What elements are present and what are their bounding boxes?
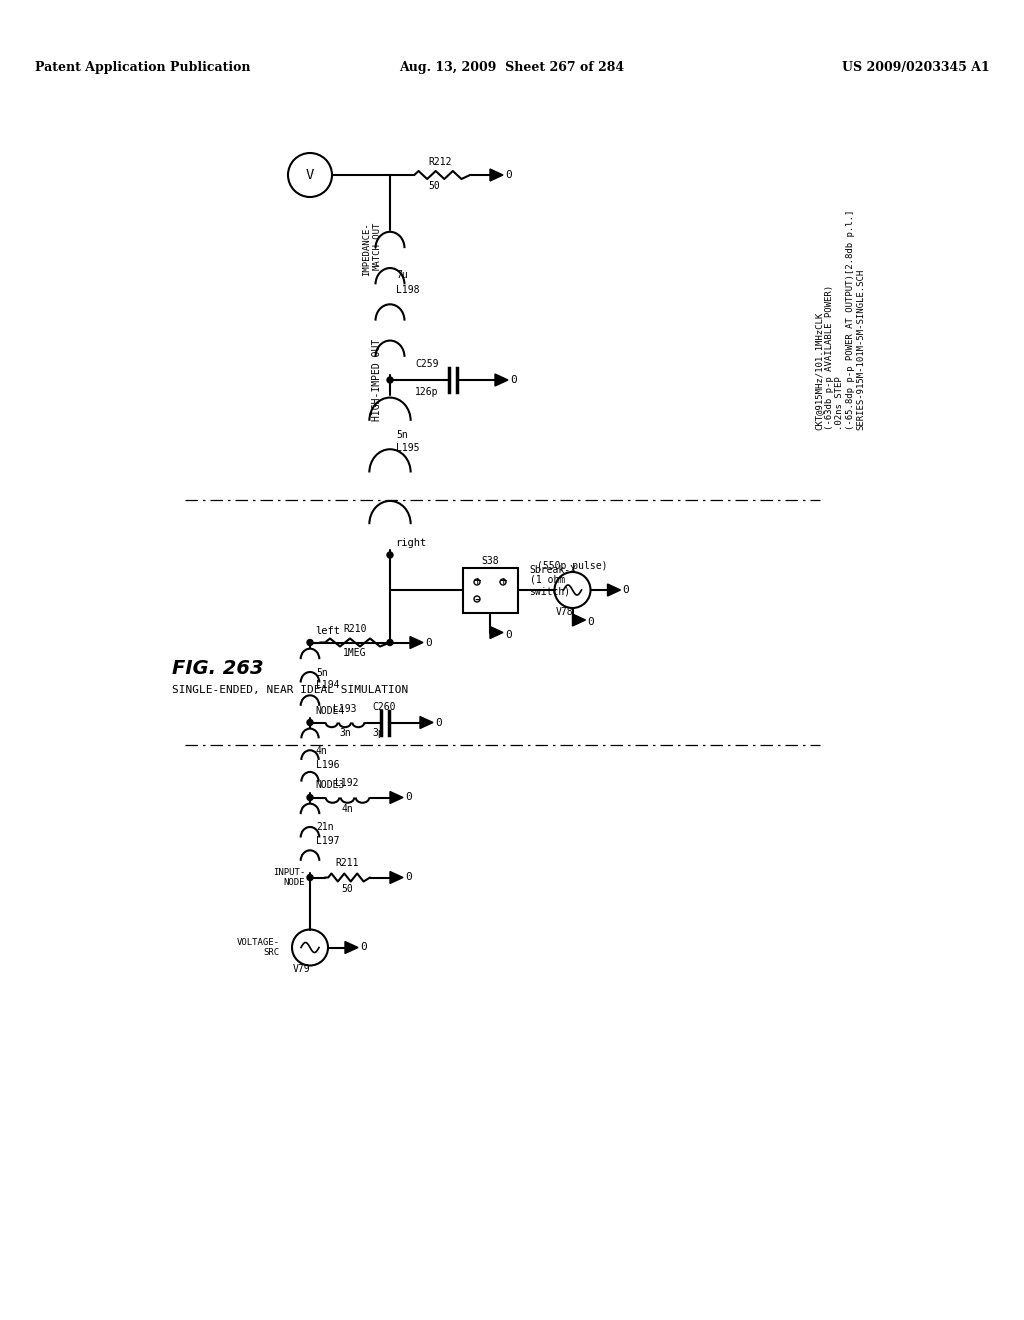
Text: R212: R212 xyxy=(428,157,452,168)
Circle shape xyxy=(307,795,313,800)
Text: 4n: 4n xyxy=(341,804,353,813)
Text: (550p pulse): (550p pulse) xyxy=(538,561,608,572)
Circle shape xyxy=(387,639,393,645)
Circle shape xyxy=(307,639,313,645)
Text: 4n: 4n xyxy=(316,746,328,755)
Text: NODE3: NODE3 xyxy=(315,780,344,791)
Text: L198: L198 xyxy=(396,285,420,294)
Text: 0: 0 xyxy=(505,170,512,180)
Text: HIGH-IMPED OUT: HIGH-IMPED OUT xyxy=(372,339,382,421)
Text: right: right xyxy=(395,539,426,548)
Polygon shape xyxy=(390,792,403,804)
Text: 0: 0 xyxy=(406,873,412,883)
Text: V: V xyxy=(306,168,314,182)
Text: 0: 0 xyxy=(588,616,594,627)
Text: SINGLE-ENDED, NEAR IDEAL SIMULATION: SINGLE-ENDED, NEAR IDEAL SIMULATION xyxy=(172,685,409,696)
Bar xyxy=(463,568,517,612)
Text: 5n: 5n xyxy=(396,430,408,440)
Text: 0: 0 xyxy=(623,585,630,595)
Text: L194: L194 xyxy=(316,681,340,690)
Text: R211: R211 xyxy=(335,858,358,869)
Polygon shape xyxy=(345,941,358,953)
Circle shape xyxy=(387,378,393,383)
Text: 0: 0 xyxy=(510,375,517,385)
Text: 0: 0 xyxy=(505,630,512,639)
Text: left: left xyxy=(315,626,340,635)
Polygon shape xyxy=(490,627,503,639)
Text: NODE4: NODE4 xyxy=(315,705,344,715)
Text: 0: 0 xyxy=(435,718,441,727)
Polygon shape xyxy=(420,717,433,729)
Text: 21n: 21n xyxy=(316,822,334,833)
Polygon shape xyxy=(390,871,403,883)
Polygon shape xyxy=(572,614,586,626)
Text: L193: L193 xyxy=(333,704,356,714)
Text: (1 ohm: (1 ohm xyxy=(529,576,565,585)
Text: V79: V79 xyxy=(293,965,311,974)
Text: L196: L196 xyxy=(316,759,340,770)
Text: +: + xyxy=(500,576,507,589)
Text: CKT@915MHz/101.1MHzCLK
(-63db p-p AVAILABLE POWER)
.02ns STEP
(-65.8dp p-p POWER: CKT@915MHz/101.1MHzCLK (-63db p-p AVAILA… xyxy=(815,210,865,430)
Text: 1MEG: 1MEG xyxy=(343,648,367,659)
Text: US 2009/0203345 A1: US 2009/0203345 A1 xyxy=(843,62,990,74)
Text: Aug. 13, 2009  Sheet 267 of 284: Aug. 13, 2009 Sheet 267 of 284 xyxy=(399,62,625,74)
Text: 0: 0 xyxy=(425,638,432,648)
Text: IMPEDANCE-
MATCH-OUT: IMPEDANCE- MATCH-OUT xyxy=(362,222,382,276)
Text: 3n: 3n xyxy=(339,729,351,738)
Polygon shape xyxy=(410,636,423,648)
Text: 126p: 126p xyxy=(415,387,438,397)
Circle shape xyxy=(387,552,393,558)
Text: -: - xyxy=(472,591,481,606)
Text: INPUT-
NODE: INPUT- NODE xyxy=(272,867,305,887)
Text: 5n: 5n xyxy=(316,668,328,677)
Text: V78: V78 xyxy=(556,607,573,616)
Text: S38: S38 xyxy=(481,556,499,565)
Text: 0: 0 xyxy=(360,942,367,953)
Text: Sbreak-X: Sbreak-X xyxy=(529,565,577,576)
Text: 50: 50 xyxy=(341,883,353,894)
Text: 50: 50 xyxy=(428,181,439,191)
Text: switch): switch) xyxy=(529,587,570,597)
Text: +: + xyxy=(473,576,480,589)
Polygon shape xyxy=(490,169,503,181)
Polygon shape xyxy=(495,374,508,385)
Text: R210: R210 xyxy=(343,624,367,635)
Text: C260: C260 xyxy=(372,702,395,713)
Text: 0: 0 xyxy=(406,792,412,803)
Text: L195: L195 xyxy=(396,444,420,453)
Text: Patent Application Publication: Patent Application Publication xyxy=(35,62,251,74)
Polygon shape xyxy=(607,583,621,597)
Circle shape xyxy=(307,874,313,880)
Text: 3p: 3p xyxy=(372,729,384,738)
Text: L192: L192 xyxy=(335,779,358,788)
Text: FIG. 263: FIG. 263 xyxy=(172,659,263,677)
Text: L197: L197 xyxy=(316,837,340,846)
Circle shape xyxy=(307,719,313,726)
Text: C259: C259 xyxy=(415,359,438,370)
Text: 7u: 7u xyxy=(396,271,408,280)
Text: VOLTAGE-
SRC: VOLTAGE- SRC xyxy=(237,937,280,957)
